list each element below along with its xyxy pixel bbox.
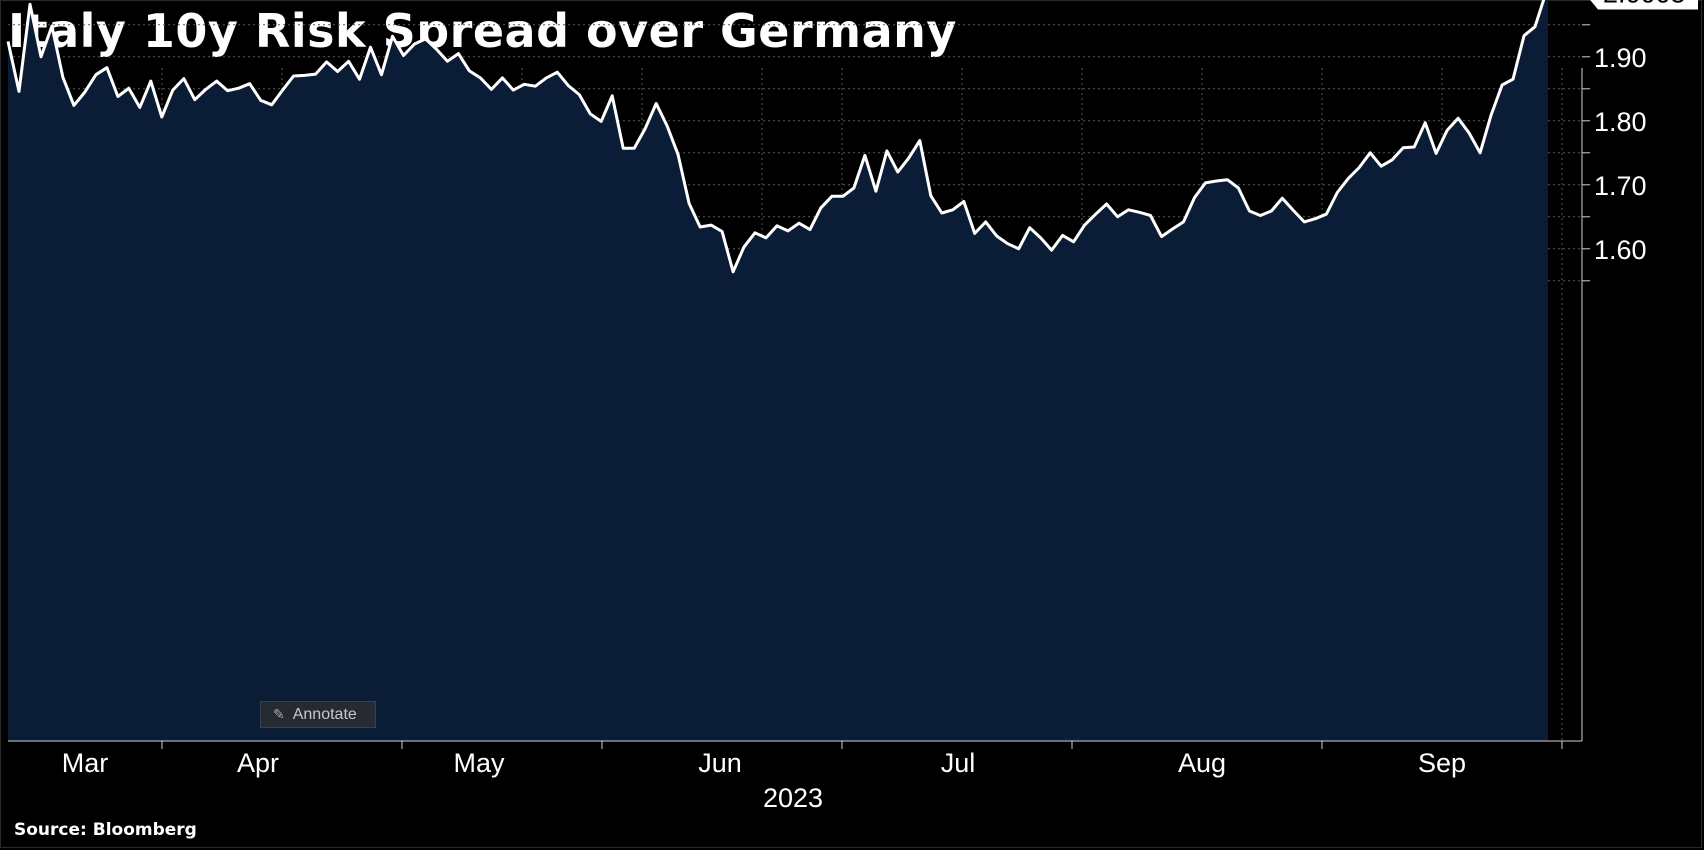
x-tick-label: Jul [941, 748, 976, 778]
year-label: 2023 [763, 783, 823, 813]
x-tick-label: May [453, 748, 505, 778]
y-tick-label: 1.80 [1594, 107, 1647, 137]
source-note: Source: Bloomberg [14, 820, 197, 840]
last-value-label: 2.0005 [1603, 0, 1686, 8]
last-value-badge [1590, 0, 1698, 10]
annotate-label: Annotate [292, 705, 357, 723]
series-line [6, 0, 1546, 274]
pencil-icon: ✎ [273, 706, 285, 722]
y-tick-label: 1.90 [1594, 43, 1647, 73]
chart-title: Italy 10y Risk Spread over Germany [8, 4, 957, 58]
x-tick-label: Apr [237, 748, 279, 778]
y-tick-label: 1.60 [1594, 235, 1647, 265]
x-tick-label: Jun [698, 748, 742, 778]
y-tick-label: 1.70 [1594, 171, 1647, 201]
x-tick-label: Sep [1418, 748, 1466, 778]
x-tick-label: Aug [1178, 748, 1226, 778]
annotate-button[interactable]: ✎ Annotate [260, 701, 376, 728]
x-tick-label: Mar [62, 748, 109, 778]
series-area [8, 0, 1548, 741]
